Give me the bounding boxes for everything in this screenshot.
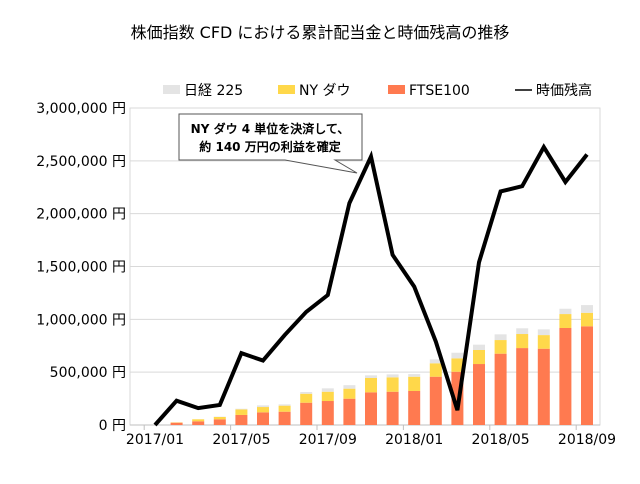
bar-NYダウ-2017/11 — [365, 378, 377, 392]
x-tick-label: 2018/05 — [472, 432, 530, 448]
bar-NYダウ-2017/05 — [235, 409, 247, 415]
y-tick-label: 1,000,000 円 — [36, 312, 126, 328]
legend-swatch — [163, 85, 180, 94]
bar-NYダウ-2017/08 — [300, 394, 312, 403]
legend-swatch — [278, 85, 295, 94]
bars — [171, 305, 593, 425]
y-tick-label: 1,500,000 円 — [36, 260, 126, 276]
bar-FTSE100-2017/03 — [192, 421, 204, 425]
bar-NYダウ-2017/07 — [279, 406, 291, 412]
bar-日経225-2018/06 — [516, 328, 528, 334]
legend-label: FTSE100 — [409, 83, 470, 99]
bar-日経225-2017/11 — [365, 375, 377, 378]
bar-FTSE100-2017/06 — [257, 412, 269, 425]
chart-title: 株価指数 CFD における累計配当金と時価残高の推移 — [131, 23, 510, 42]
bar-FTSE100-2017/09 — [322, 401, 334, 425]
bar-FTSE100-2018/07 — [538, 349, 550, 425]
x-axis: 2017/01 2017/05 2017/09 2018/01 2018/05 2018/… — [126, 425, 616, 448]
bar-FTSE100-2018/09 — [581, 326, 593, 425]
y-tick-label: 2,500,000 円 — [36, 154, 126, 170]
bar-NYダウ-2018/04 — [473, 350, 485, 364]
y-tick-label: 2,000,000 円 — [36, 207, 126, 223]
bar-日経225-2018/07 — [538, 329, 550, 335]
bar-NYダウ-2018/05 — [495, 340, 507, 354]
bar-FTSE100-2017/10 — [343, 399, 355, 425]
bar-日経225-2017/09 — [322, 388, 334, 391]
bar-NYダウ-2017/03 — [192, 419, 204, 421]
x-tick-label: 2018/09 — [558, 432, 616, 448]
bar-FTSE100-2017/12 — [387, 392, 399, 425]
bar-NYダウ-2018/06 — [516, 334, 528, 348]
x-tick-label: 2017/05 — [212, 432, 270, 448]
bar-日経225-2018/04 — [473, 345, 485, 350]
y-tick-label: 3,000,000 円 — [36, 101, 126, 117]
bar-日経225-2017/05 — [235, 409, 247, 410]
annotation-line-1: NY ダウ 4 単位を決済して、 — [191, 121, 350, 136]
annotation-callout: NY ダウ 4 単位を決済して、 約 140 万円の利益を確定 — [179, 114, 362, 173]
bar-FTSE100-2017/08 — [300, 403, 312, 425]
y-axis: 0 円 500,000 円 1,000,000 円 1,500,000 円 2,000,… — [36, 101, 126, 434]
bar-日経225-2018/08 — [559, 309, 571, 314]
bar-FTSE100-2018/02 — [430, 377, 442, 425]
y-tick-label: 0 円 — [99, 418, 126, 434]
bar-FTSE100-2017/11 — [365, 392, 377, 425]
bar-NYダウ-2017/06 — [257, 407, 269, 412]
bar-FTSE100-2018/08 — [559, 328, 571, 425]
bar-NYダウ-2018/07 — [538, 335, 550, 349]
bar-NYダウ-2018/09 — [581, 313, 593, 327]
bar-NYダウ-2017/09 — [322, 392, 334, 401]
bar-NYダウ-2017/04 — [214, 417, 226, 419]
bar-FTSE100-2017/05 — [235, 415, 247, 425]
bar-NYダウ-2017/10 — [343, 389, 355, 399]
bar-FTSE100-2018/04 — [473, 364, 485, 425]
bar-日経225-2017/06 — [257, 405, 269, 407]
bar-日経225-2017/10 — [343, 385, 355, 388]
bar-日経225-2018/03 — [451, 353, 463, 359]
legend-label: 時価残高 — [536, 82, 592, 99]
bar-FTSE100-2018/06 — [516, 348, 528, 425]
legend-swatch — [388, 85, 405, 94]
bar-NYダウ-2018/01 — [408, 377, 420, 391]
bar-FTSE100-2017/02 — [171, 423, 183, 425]
x-tick-label: 2017/09 — [299, 432, 357, 448]
bar-日経225-2017/12 — [387, 374, 399, 377]
bar-日経225-2018/09 — [581, 305, 593, 313]
bar-NYダウ-2018/02 — [430, 363, 442, 376]
bar-日経225-2017/07 — [279, 404, 291, 405]
legend-label: NY ダウ — [299, 83, 350, 99]
bar-FTSE100-2018/05 — [495, 354, 507, 425]
annotation-line-2: 約 140 万円の利益を確定 — [199, 139, 340, 154]
y-tick-label: 500,000 円 — [50, 365, 126, 381]
bar-NYダウ-2017/12 — [387, 377, 399, 391]
x-tick-label: 2017/01 — [126, 432, 184, 448]
bar-FTSE100-2017/07 — [279, 412, 291, 425]
bar-日経225-2018/01 — [408, 374, 420, 377]
legend: 日経 225 NY ダウ FTSE100 時価残高 — [163, 82, 592, 99]
x-tick-label: 2018/01 — [385, 432, 443, 448]
legend-label: 日経 225 — [184, 83, 243, 99]
bar-FTSE100-2017/04 — [214, 419, 226, 425]
bar-NYダウ-2018/08 — [559, 314, 571, 328]
bar-日経225-2018/05 — [495, 334, 507, 340]
bar-日経225-2017/08 — [300, 392, 312, 394]
bar-FTSE100-2018/01 — [408, 391, 420, 425]
